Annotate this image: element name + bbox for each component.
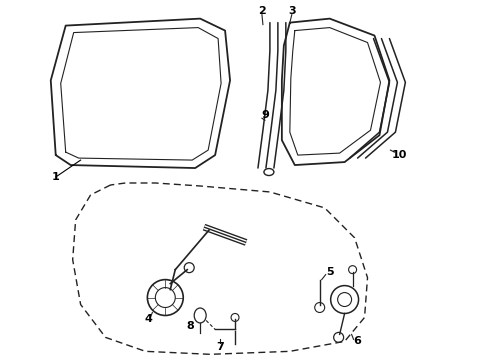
Text: 10: 10 — [392, 150, 407, 160]
Text: 1: 1 — [52, 172, 60, 182]
Text: 8: 8 — [186, 321, 194, 332]
Text: 4: 4 — [145, 314, 152, 324]
Text: 6: 6 — [354, 336, 362, 346]
Text: 9: 9 — [261, 110, 269, 120]
Text: 3: 3 — [288, 6, 295, 15]
Text: 5: 5 — [326, 267, 334, 276]
Text: 2: 2 — [258, 6, 266, 15]
Text: 7: 7 — [216, 342, 224, 352]
